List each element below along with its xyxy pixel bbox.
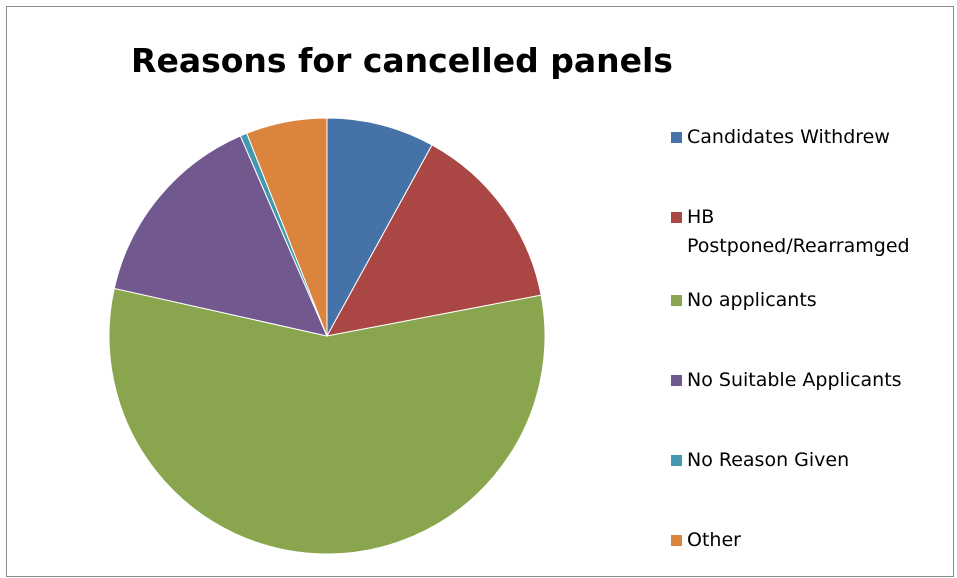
legend-label: HB Postponed/Rearramged bbox=[687, 206, 910, 257]
legend-label: No Reason Given bbox=[687, 449, 850, 471]
legend-label: Candidates Withdrew bbox=[687, 126, 890, 148]
legend-swatch bbox=[671, 375, 682, 386]
legend-swatch bbox=[671, 212, 682, 223]
legend-item-hb-postponed-rearramged: HB Postponed/Rearramged bbox=[671, 203, 945, 261]
legend-item-no-reason-given: No Reason Given bbox=[671, 446, 945, 475]
legend-label: No applicants bbox=[687, 289, 817, 311]
legend-item-no-suitable-applicants: No Suitable Applicants bbox=[671, 366, 945, 395]
chart-area: Reasons for cancelled panels Candidates … bbox=[6, 6, 954, 577]
legend-swatch bbox=[671, 455, 682, 466]
chart-title: Reasons for cancelled panels bbox=[131, 41, 673, 80]
legend-swatch bbox=[671, 295, 682, 306]
legend-swatch bbox=[671, 535, 682, 546]
legend-swatch bbox=[671, 132, 682, 143]
pie-slice-candidates-withdrew bbox=[326, 117, 433, 337]
legend-item-candidates-withdrew: Candidates Withdrew bbox=[671, 123, 945, 152]
legend-item-no-applicants: No applicants bbox=[671, 286, 945, 315]
legend-label: Other bbox=[687, 529, 741, 551]
pie-slice-hb-postponed-rearramged bbox=[326, 144, 542, 337]
pie-chart bbox=[108, 117, 546, 555]
pie-slice-no-applicants bbox=[108, 287, 546, 555]
pie-slice-no-suitable-applicants bbox=[113, 135, 328, 337]
pie-slice-other bbox=[246, 117, 328, 337]
legend-label: No Suitable Applicants bbox=[687, 369, 902, 391]
legend-item-other: Other bbox=[671, 526, 945, 555]
